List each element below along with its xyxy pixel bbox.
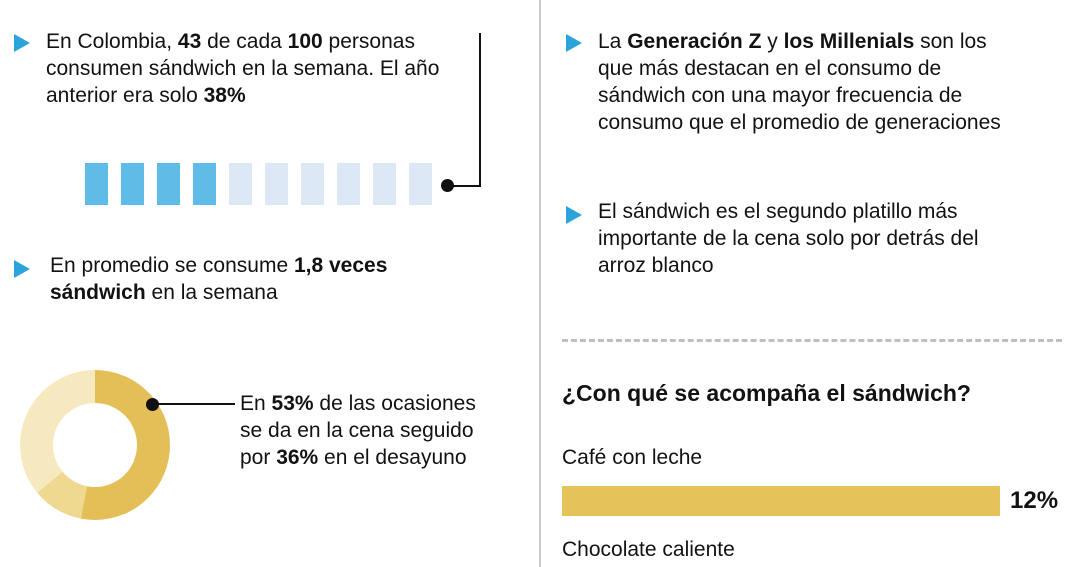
bullet-generations-text: La Generación Z y los Millenials son los…	[598, 28, 1068, 136]
bullet-dinner-text: El sándwich es el segundo platillo más i…	[598, 198, 1068, 279]
text-run: La	[598, 30, 628, 53]
text-run: Generación Z	[627, 30, 762, 53]
waffle-cell	[193, 163, 216, 205]
text-run: 1,8 veces sándwich	[50, 254, 388, 304]
donut-callout-line	[152, 403, 235, 405]
waffle-cell	[229, 163, 252, 205]
waffle-cell	[265, 163, 288, 205]
text-run: 43	[177, 30, 202, 53]
text-run: los Millenials	[783, 30, 915, 53]
dashed-separator	[562, 339, 1062, 342]
callout-dot	[441, 179, 454, 192]
stat-frequency-text: En promedio se consume 1,8 veces sándwic…	[50, 252, 450, 306]
bar-value-cafe: 12%	[1010, 487, 1059, 514]
text-run: y	[761, 30, 784, 53]
bar-label-chocolate: Chocolate caliente	[562, 538, 735, 561]
waffle-cell	[373, 163, 396, 205]
text-run: 38%	[203, 84, 246, 107]
text-run: personas consumen sándwich en la semana.…	[46, 30, 440, 107]
column-divider	[539, 0, 541, 567]
bullet-triangle-icon	[566, 206, 582, 224]
text-run: 36%	[276, 446, 319, 469]
callout-connector-horizontal	[447, 185, 481, 187]
text-run: de las ocasiones se da en la cena seguid…	[240, 392, 476, 469]
bar-label-cafe: Café con leche	[562, 446, 703, 469]
bullet-triangle-icon	[14, 260, 30, 278]
text-run: En promedio se consume	[50, 254, 294, 277]
bullet-triangle-icon	[14, 34, 30, 52]
waffle-cell	[85, 163, 108, 205]
waffle-cell	[301, 163, 324, 205]
text-run: de cada	[201, 30, 288, 53]
waffle-cell	[337, 163, 360, 205]
text-run: son los que más destacan en el consumo d…	[598, 30, 1001, 134]
donut-annotation-text: En 53% de las ocasiones se da en la cena…	[240, 390, 530, 471]
text-run: 100	[287, 30, 323, 53]
text-run: En	[240, 392, 272, 415]
donut-hole	[53, 403, 137, 487]
text-run: 53%	[271, 392, 314, 415]
waffle-cell	[157, 163, 180, 205]
donut-chart	[20, 370, 170, 520]
waffle-cell	[409, 163, 432, 205]
text-run: En Colombia,	[46, 30, 178, 53]
text-run: en la semana	[145, 281, 278, 304]
callout-connector-vertical	[479, 33, 481, 187]
waffle-chart	[85, 163, 432, 205]
bar-cafe	[562, 486, 1000, 516]
stat-consumption-text: En Colombia, 43 de cada 100 personas con…	[46, 28, 476, 109]
section-title: ¿Con qué se acompaña el sándwich?	[562, 380, 971, 406]
waffle-cell	[121, 163, 144, 205]
bullet-triangle-icon	[566, 34, 582, 52]
text-run: El sándwich es el segundo platillo más i…	[598, 200, 979, 277]
text-run: en el desayuno	[318, 446, 467, 469]
